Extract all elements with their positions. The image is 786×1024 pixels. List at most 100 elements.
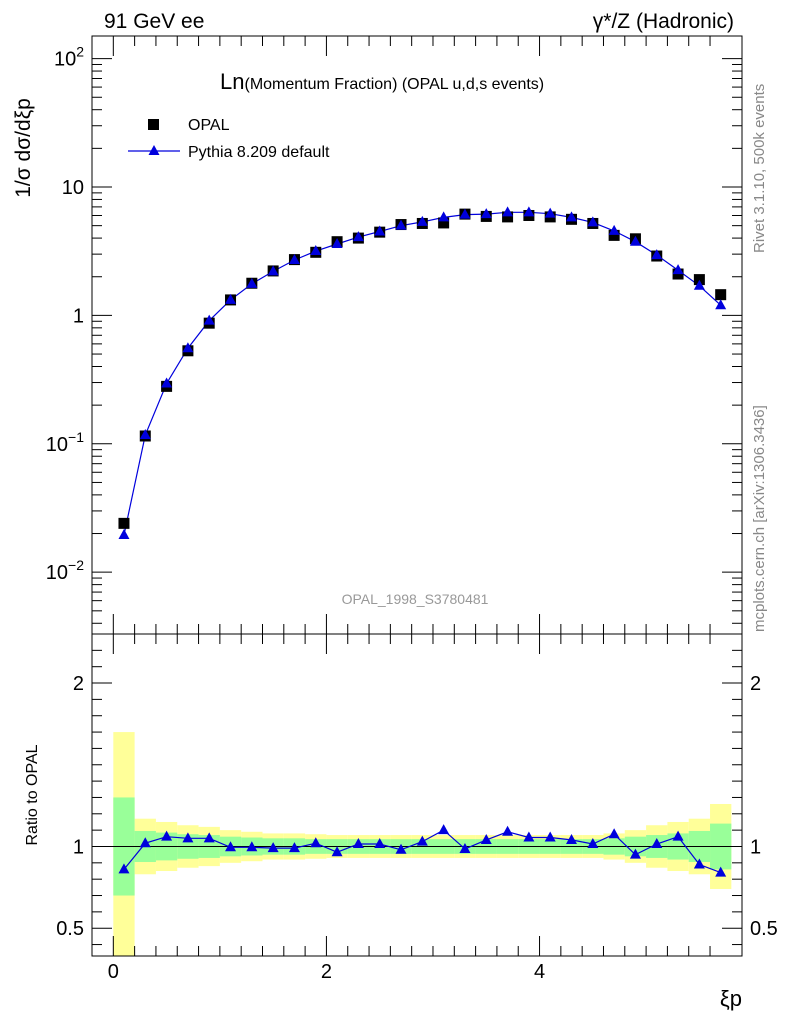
pythia-point	[203, 314, 215, 325]
pythia-point	[438, 211, 450, 222]
main-plot-panel: 10−2 10−1 1 10 102	[46, 35, 743, 635]
ratio-point	[310, 837, 322, 848]
ratio-plot-panel: 0.5 0.5 1 1 2 2 0 2 4	[56, 633, 778, 983]
ratio-y-tick-label-right: 2	[750, 673, 761, 695]
svg-text:1/σ dσ/dξp: 1/σ dσ/dξp	[12, 98, 35, 198]
main-y-tick-label: 10	[62, 177, 84, 199]
opal-point	[438, 217, 450, 229]
pythia-point	[161, 377, 173, 388]
ratio-plot-frame	[91, 633, 743, 957]
ratio-x-tick-label: 4	[534, 961, 545, 983]
main-ylabel-text: 1/σ dσ/dξp	[12, 98, 35, 198]
ratio-point	[395, 843, 407, 854]
ratio-y-tick-label: 1	[73, 836, 84, 858]
ratio-point	[267, 842, 279, 853]
ratio-point	[544, 831, 556, 842]
opal-point	[693, 274, 705, 286]
pythia-point	[395, 219, 407, 230]
mcplots-label: mcplots.cern.ch [arXiv:1306.3436]	[751, 405, 768, 632]
ratio-point	[672, 830, 684, 841]
legend-pythia-marker	[148, 145, 160, 155]
analysis-watermark: OPAL_1998_S3780481	[342, 591, 489, 607]
pythia-point	[651, 249, 663, 260]
ratio-x-tick-labels: 0 2 4	[108, 961, 545, 983]
pythia-point	[246, 277, 258, 288]
ratio-point	[225, 841, 237, 852]
ratio-point	[608, 828, 620, 839]
ratio-point	[416, 835, 428, 846]
legend-pythia-label: Pythia 8.209 default	[188, 144, 330, 161]
ratio-point	[566, 833, 578, 844]
ratio-y-tick-labels: 0.5 0.5 1 1 2 2	[56, 673, 778, 940]
opal-point	[608, 229, 620, 241]
ratio-y-tick-label-right: 0.5	[750, 918, 778, 940]
pythia-line	[123, 211, 722, 536]
ratio-point	[459, 842, 471, 853]
ratio-data-layer	[118, 824, 727, 877]
pythia-point	[288, 254, 300, 265]
main-data-layer	[118, 206, 727, 539]
x-axis-label: ξp	[720, 986, 742, 1011]
rivet-label: Rivet 3.1.10, 500k events	[751, 84, 768, 253]
ratio-point	[352, 838, 364, 849]
pythia-point	[267, 265, 279, 276]
ratio-point	[438, 824, 450, 835]
main-y-tick-label: 102	[54, 44, 84, 71]
legend-opal-marker	[148, 119, 159, 130]
ratio-point	[203, 832, 215, 843]
ratio-point	[182, 832, 194, 843]
pythia-point	[459, 208, 471, 219]
header-process: γ*/Z (Hadronic)	[593, 10, 734, 33]
ratio-point	[139, 837, 151, 848]
pythia-point	[331, 237, 343, 248]
main-y-axis-label: 1/σ dσ/dξp	[12, 98, 35, 198]
ratio-axis-ticks	[92, 634, 742, 956]
ratio-point	[480, 833, 492, 844]
pythia-point	[480, 208, 492, 219]
main-y-tick-label: 1	[73, 305, 84, 327]
ratio-y-axis-label: Ratio to OPAL	[24, 744, 41, 845]
ratio-point	[715, 866, 727, 877]
main-axis-ticks	[92, 36, 742, 634]
pythia-point	[523, 206, 535, 217]
ratio-point	[587, 838, 599, 849]
pythia-point	[352, 231, 364, 242]
pythia-point	[182, 342, 194, 353]
header-energy: 91 GeV ee	[104, 10, 204, 33]
legend-opal-label: OPAL	[188, 117, 230, 134]
ratio-point	[502, 825, 514, 836]
ratio-point	[693, 858, 705, 869]
ratio-point	[374, 838, 386, 849]
main-y-tick-label: 10−2	[46, 557, 84, 584]
main-y-tick-labels: 10−2 10−1 1 10 102	[46, 44, 84, 585]
ratio-point	[118, 863, 130, 874]
pythia-point	[544, 207, 556, 218]
ratio-point	[331, 846, 343, 857]
pythia-point	[672, 264, 684, 275]
pythia-point	[416, 215, 428, 226]
ratio-point	[651, 838, 663, 849]
ratio-x-tick-label: 0	[108, 961, 119, 983]
pythia-point	[693, 279, 705, 290]
ratio-uncertainty-bands	[113, 732, 732, 956]
title-prefix: Ln	[220, 69, 244, 94]
pythia-point	[608, 224, 620, 235]
opal-point	[118, 517, 130, 529]
ratio-point	[246, 841, 258, 852]
main-y-tick-label: 10−1	[46, 429, 84, 456]
title-suffix: (Momentum Fraction) (OPAL u,d,s events)	[244, 76, 544, 93]
opal-point	[715, 289, 727, 301]
legend: OPAL Pythia 8.209 default	[128, 117, 330, 161]
pythia-point	[139, 429, 151, 440]
pythia-point	[587, 216, 599, 227]
ratio-y-tick-label-right: 1	[750, 836, 761, 858]
main-plot-title: Ln(Momentum Fraction) (OPAL u,d,s events…	[220, 69, 544, 94]
pythia-point	[118, 528, 130, 539]
pythia-point	[502, 206, 514, 217]
pythia-point	[715, 299, 727, 310]
ratio-point	[523, 831, 535, 842]
ratio-point	[288, 842, 300, 853]
pythia-point	[566, 211, 578, 222]
ratio-point	[161, 830, 173, 841]
